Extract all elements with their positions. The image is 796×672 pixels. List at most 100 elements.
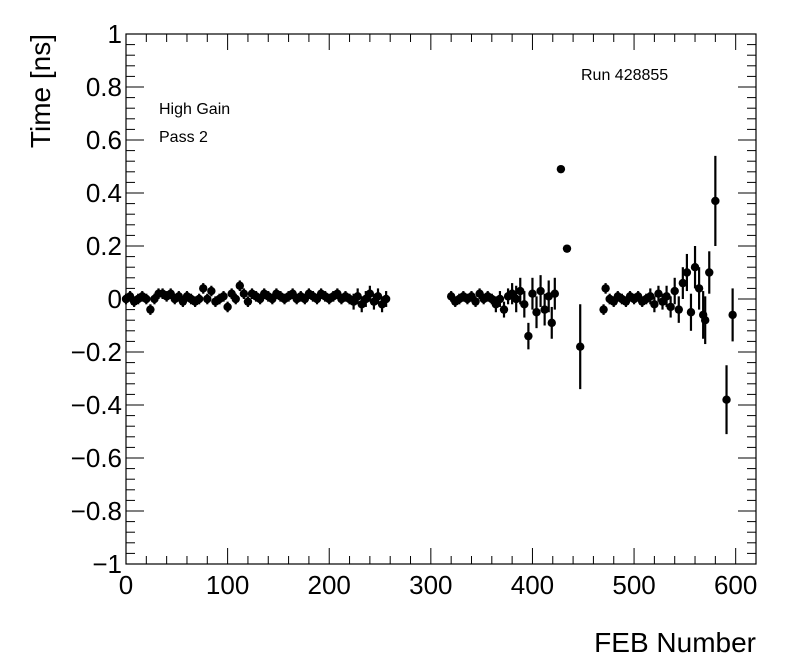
y-tick-label: 0.6 [86,125,122,155]
data-point-marker [682,268,692,277]
data-point-marker [722,395,731,404]
data-point-marker [728,310,737,320]
x-tick-label: 600 [714,570,757,600]
data-point-marker [556,164,566,174]
data-point-marker [670,286,679,296]
y-tick-label: −1 [92,549,122,579]
data-point-marker [654,289,663,298]
data-point [556,164,566,174]
data-point-marker [231,294,240,304]
axis-ticks [125,33,757,565]
data-point [520,291,529,318]
data-point [495,291,505,307]
data-point [203,293,212,305]
data-point-marker [511,294,521,304]
data-point-marker [239,289,249,298]
gain-annotation: High Gain [159,101,230,118]
data-point-marker [207,286,216,296]
data-point [666,296,675,318]
data-point-marker [650,300,659,309]
data-point [223,301,232,313]
data-point-marker [142,294,151,304]
data-point [690,246,700,289]
data-point-marker [700,316,710,325]
y-axis-title: Time [ns] [25,34,56,148]
data-point [662,285,671,307]
data-point-marker [516,286,525,296]
data-point-marker [711,196,720,206]
data-point [711,155,720,246]
data-point-marker [524,331,533,341]
data-point [528,277,537,310]
data-point [231,293,240,305]
data-point-marker [365,289,375,298]
y-tick-label: −0.4 [71,390,122,420]
data-point [373,288,383,305]
y-tick-label: 0 [108,284,122,314]
data-point-marker [562,244,572,253]
data-point [576,304,585,390]
data-point-marker [203,294,212,304]
y-tick-label: 0.2 [86,231,122,261]
data-point [499,301,509,318]
data-point [705,251,714,294]
data-points [121,155,737,435]
data-point-marker [532,308,541,317]
data-point-marker [235,281,245,290]
data-point [728,288,737,342]
data-point [536,275,545,307]
data-point-marker [223,302,232,312]
data-point [599,304,608,315]
data-point-marker [353,292,362,301]
x-tick-label: 100 [206,570,249,600]
data-point [694,267,704,310]
x-tick-label: 0 [119,570,133,600]
data-point-marker [550,289,560,298]
data-point [722,365,731,435]
data-point-marker [219,292,228,301]
data-point-marker [694,284,704,293]
data-point-marker [646,292,655,301]
data-point-marker [495,294,505,304]
data-point-marker [674,305,683,314]
data-point-marker [599,305,608,314]
data-point [235,280,245,292]
data-point [219,291,228,302]
data-point-marker [547,318,556,328]
data-point [562,244,572,253]
run-annotation: Run 428855 [581,67,668,84]
data-point [547,306,556,339]
y-tick-label: 1 [108,19,122,49]
pass-annotation: Pass 2 [159,129,208,146]
data-point-marker [686,308,696,317]
y-tick-label: 0.8 [86,72,122,102]
data-point [288,288,297,299]
data-point [700,296,710,345]
y-tick-label: −0.6 [71,443,122,473]
x-axis-title: FEB Number [594,627,756,658]
data-point [670,277,679,305]
data-point [674,296,683,323]
data-point [601,283,610,294]
data-point [199,283,208,294]
data-point [381,291,391,307]
axis-tick-labels: 0 100 200 300 400 500 600 −1 −0.8 −0.6 −0.4 −0.2 0 0.… [71,19,758,600]
data-point-marker [528,289,537,298]
data-point [540,293,549,326]
data-point-marker [662,292,671,301]
data-point-marker [601,284,610,293]
data-point-marker [690,263,700,272]
x-tick-label: 200 [308,570,351,600]
data-point [142,293,151,305]
data-point-marker [381,294,391,304]
data-point [194,293,204,305]
data-point [524,322,533,350]
x-tick-label: 500 [612,570,655,600]
data-point [516,277,525,305]
data-point [532,296,541,329]
data-point [365,285,375,302]
data-point [243,296,253,307]
data-point-marker [499,305,509,314]
data-point-marker [520,300,529,309]
